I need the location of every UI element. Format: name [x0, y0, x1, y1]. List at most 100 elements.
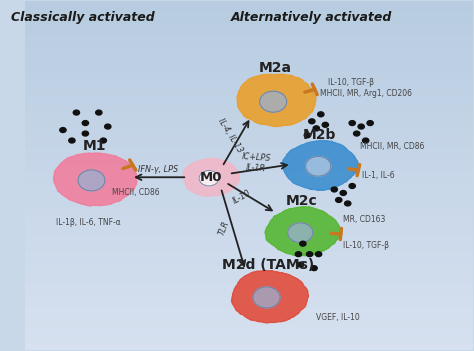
Text: MHCII, MR, Arg1, CD206: MHCII, MR, Arg1, CD206: [320, 89, 412, 98]
Circle shape: [331, 187, 337, 192]
Bar: [25, 256, 474, 259]
Circle shape: [367, 121, 374, 126]
Bar: [25, 151, 474, 154]
Circle shape: [349, 184, 356, 188]
Bar: [25, 25, 474, 29]
Bar: [25, 46, 474, 49]
Bar: [25, 18, 474, 22]
Bar: [25, 133, 474, 137]
Polygon shape: [231, 271, 309, 323]
Bar: [25, 64, 474, 67]
Bar: [25, 99, 474, 102]
Bar: [25, 302, 474, 305]
Bar: [25, 231, 474, 235]
Bar: [25, 221, 474, 224]
Text: IL-1β, IL-6, TNF-α: IL-1β, IL-6, TNF-α: [56, 218, 121, 227]
Bar: [25, 60, 474, 64]
Bar: [25, 95, 474, 99]
Text: IL-4, IL-13: IL-4, IL-13: [216, 117, 244, 154]
Text: IL-10, TGF-β: IL-10, TGF-β: [343, 241, 389, 250]
Bar: [25, 22, 474, 25]
Bar: [25, 245, 474, 249]
Bar: [25, 284, 474, 287]
Bar: [25, 224, 474, 228]
Bar: [25, 109, 474, 113]
Circle shape: [253, 287, 280, 308]
Bar: [25, 340, 474, 343]
Bar: [25, 294, 474, 298]
Polygon shape: [283, 140, 358, 190]
Bar: [25, 312, 474, 315]
Bar: [25, 319, 474, 322]
Bar: [25, 333, 474, 336]
Text: M0: M0: [200, 171, 222, 184]
Bar: [25, 179, 474, 183]
Bar: [25, 113, 474, 116]
Bar: [25, 280, 474, 284]
Circle shape: [322, 122, 328, 127]
Circle shape: [318, 112, 324, 117]
Circle shape: [307, 252, 313, 257]
Circle shape: [96, 110, 102, 115]
Bar: [25, 92, 474, 95]
Bar: [25, 137, 474, 140]
Text: IL-10: IL-10: [231, 188, 252, 206]
Circle shape: [60, 128, 66, 132]
Bar: [25, 200, 474, 204]
Bar: [25, 305, 474, 308]
Circle shape: [78, 170, 105, 191]
Bar: [25, 287, 474, 291]
Bar: [25, 168, 474, 172]
Polygon shape: [265, 207, 340, 256]
Polygon shape: [237, 74, 316, 127]
Bar: [25, 36, 474, 39]
Circle shape: [298, 262, 304, 267]
Text: MHCII, CD86: MHCII, CD86: [112, 188, 160, 197]
Bar: [25, 183, 474, 186]
Bar: [25, 29, 474, 32]
Bar: [25, 308, 474, 312]
Text: MR, CD163: MR, CD163: [343, 215, 386, 224]
Bar: [25, 211, 474, 214]
Circle shape: [340, 191, 346, 196]
Bar: [25, 193, 474, 197]
Text: Classically activated: Classically activated: [11, 11, 155, 24]
Bar: [25, 343, 474, 347]
Circle shape: [295, 252, 301, 257]
Bar: [25, 106, 474, 109]
Bar: [25, 39, 474, 43]
Bar: [25, 176, 474, 179]
Bar: [25, 158, 474, 161]
Bar: [25, 228, 474, 231]
Circle shape: [260, 91, 287, 112]
Text: M2b: M2b: [303, 128, 337, 141]
Bar: [25, 4, 474, 8]
Circle shape: [354, 131, 360, 136]
Text: MHCII, MR, CD86: MHCII, MR, CD86: [360, 143, 425, 151]
Bar: [25, 298, 474, 302]
Bar: [25, 207, 474, 211]
Bar: [25, 326, 474, 329]
Text: M2a: M2a: [259, 61, 292, 75]
Circle shape: [311, 266, 317, 271]
Bar: [25, 315, 474, 319]
Bar: [25, 291, 474, 294]
Bar: [25, 263, 474, 266]
Circle shape: [73, 110, 80, 115]
Bar: [25, 32, 474, 36]
Circle shape: [82, 121, 89, 126]
Text: M2c: M2c: [286, 194, 318, 208]
Bar: [25, 277, 474, 280]
Bar: [25, 78, 474, 81]
Polygon shape: [54, 153, 137, 206]
Circle shape: [304, 133, 310, 138]
Text: IL-10, TGF-β: IL-10, TGF-β: [328, 78, 374, 87]
Circle shape: [69, 138, 75, 143]
Text: M2d (TAMs): M2d (TAMs): [222, 258, 314, 272]
Bar: [25, 218, 474, 221]
Bar: [25, 8, 474, 11]
Text: IC+LPS
IL-1R: IC+LPS IL-1R: [240, 152, 271, 173]
Bar: [25, 186, 474, 190]
Circle shape: [358, 124, 365, 129]
Bar: [25, 214, 474, 218]
